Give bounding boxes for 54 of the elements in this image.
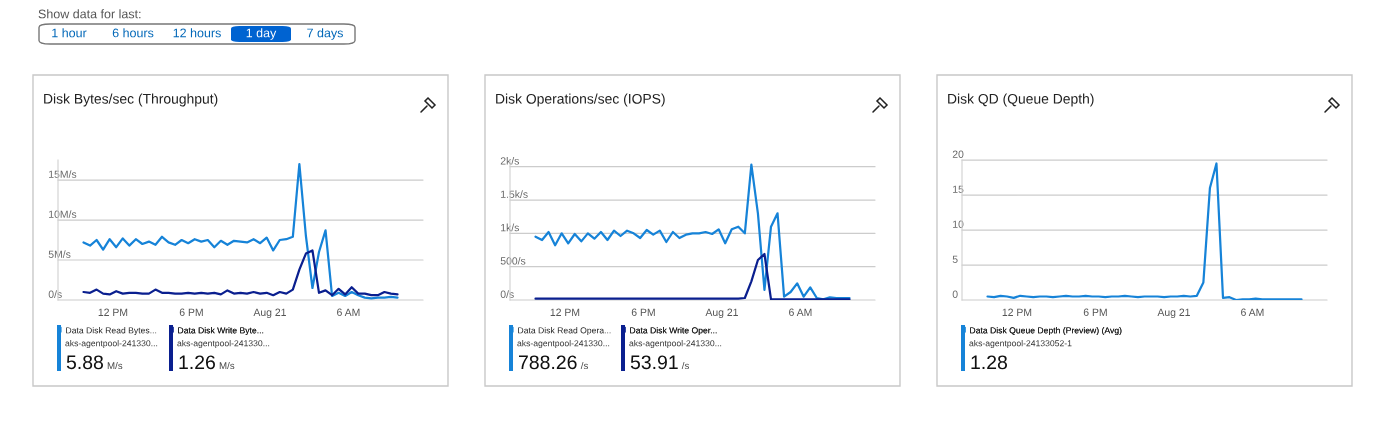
category-label: 1 hour <box>52 28 87 38</box>
y-tick-label: 15 <box>953 185 964 193</box>
text: aks-agentpool-241330... <box>517 339 610 349</box>
text: aks-agentpool-24133052-1 <box>969 339 1072 349</box>
y-tick-label: 15M/s <box>49 170 77 178</box>
y-tick-label: 1.5k/s <box>501 190 528 198</box>
y-tick-label: 5 <box>952 255 958 263</box>
chart-title: Disk Bytes/sec (Throughput) <box>44 93 218 107</box>
legend-label: Data Disk Write Byte... <box>178 327 264 336</box>
y-tick-label: 10 <box>953 220 964 228</box>
legend-label: Data Disk Queue Depth (Preview) (Avg) <box>970 327 1122 336</box>
chart-title: Disk Operations/sec (IOPS) <box>496 93 665 107</box>
x-tick-label: 6 PM <box>179 308 203 316</box>
x-tick-label: 6 PM <box>1083 308 1107 316</box>
text: 1.28 <box>971 355 1007 370</box>
y-tick-label: 1k/s <box>501 223 520 232</box>
category-label: 12 hours <box>173 28 221 38</box>
text: M/s <box>219 361 235 370</box>
y-tick-label: 10M/s <box>49 210 77 218</box>
text: 788.26 <box>519 355 577 370</box>
x-tick-label: Aug 21 <box>253 308 286 319</box>
text: 5.88 <box>66 355 103 370</box>
legend-label: Data Disk Read Bytes... <box>66 327 157 336</box>
y-tick-label: 20 <box>952 150 964 158</box>
x-tick-label: 6 AM <box>789 308 812 316</box>
text: 1.26 <box>179 355 215 370</box>
text: 53.91 <box>630 355 678 370</box>
x-tick-label: 6 PM <box>631 308 655 316</box>
text: aks-agentpool-241330... <box>65 339 158 349</box>
x-tick-label: 12 PM <box>550 308 580 316</box>
category-label: 7 days <box>307 28 343 40</box>
chart-title: Disk QD (Queue Depth) <box>948 93 1094 107</box>
text: aks-agentpool-241330... <box>629 339 722 349</box>
x-tick-label: 12 PM <box>1002 308 1032 316</box>
category-label: 6 hours <box>112 28 154 38</box>
y-tick-label: 2k/s <box>500 156 520 165</box>
text: /s <box>681 361 689 370</box>
text: M/s <box>107 361 123 370</box>
x-tick-label: 12 PM <box>98 308 128 316</box>
legend-label: Data Disk Write Oper... <box>630 327 717 336</box>
y-tick-label: 0/s <box>500 290 514 298</box>
text: aks-agentpool-241330... <box>177 339 270 349</box>
legend-label: Data Disk Read Opera... <box>518 327 611 336</box>
x-tick-label: Aug 21 <box>1157 308 1190 319</box>
x-tick-label: 6 AM <box>1241 308 1264 316</box>
y-tick-label: 5M/s <box>48 250 71 258</box>
x-tick-label: Aug 21 <box>705 308 738 319</box>
y-tick-label: 0/s <box>48 290 62 298</box>
text: /s <box>580 361 588 370</box>
y-tick-label: 0 <box>952 290 958 298</box>
category-label: 1 day <box>246 28 277 40</box>
y-tick-label: 500/s <box>500 256 526 265</box>
text: Show data for last: <box>38 9 141 19</box>
x-tick-label: 6 AM <box>337 308 360 316</box>
